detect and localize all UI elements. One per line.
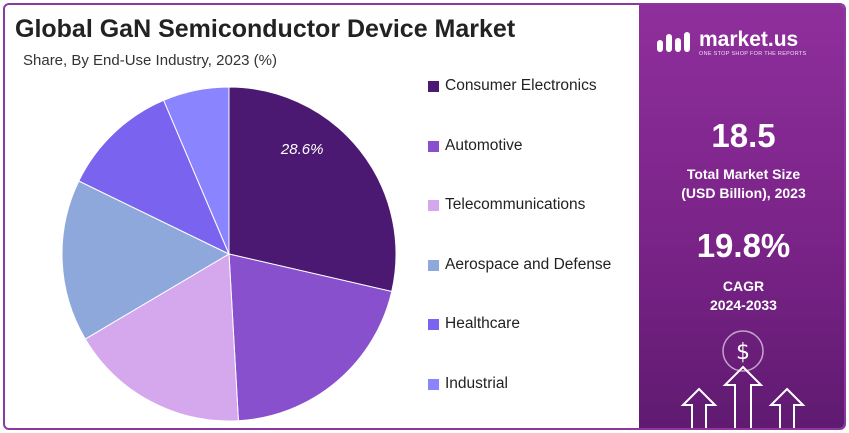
brand-name: market.us (699, 29, 807, 51)
legend-label: Automotive (445, 137, 523, 155)
market-size-label-line-2: (USD Billion), 2023 (639, 184, 846, 203)
legend-label: Industrial (445, 375, 508, 393)
legend-item: Consumer Electronics (428, 77, 643, 137)
brand-logo-block: market.us ONE STOP SHOP FOR THE REPORTS (655, 29, 807, 57)
infographic-frame: Global GaN Semiconductor Device Market S… (3, 3, 846, 430)
legend-label: Consumer Electronics (445, 77, 597, 95)
legend-item: Healthcare (428, 315, 643, 375)
pie-data-label: 28.6% (280, 141, 324, 158)
legend-swatch (428, 81, 439, 92)
legend-swatch (428, 379, 439, 390)
legend-swatch (428, 200, 439, 211)
legend-item: Telecommunications (428, 196, 643, 256)
market-summary-panel: market.us ONE STOP SHOP FOR THE REPORTS … (639, 5, 846, 430)
cagr-label-line-2: 2024-2033 (639, 296, 846, 315)
legend-label: Aerospace and Defense (445, 256, 611, 274)
legend-swatch (428, 260, 439, 271)
legend-swatch (428, 141, 439, 152)
cagr-label: CAGR 2024-2033 (639, 277, 846, 315)
growth-arrows-icon: $ (639, 325, 846, 430)
legend-item: Aerospace and Defense (428, 256, 643, 316)
market-size-label-line-1: Total Market Size (639, 165, 846, 184)
pie-chart: 28.6% (5, 5, 425, 430)
market-size-label: Total Market Size (USD Billion), 2023 (639, 165, 846, 203)
legend-label: Telecommunications (445, 196, 585, 214)
legend-swatch (428, 319, 439, 330)
market-us-logo-icon (655, 30, 695, 56)
brand-tagline: ONE STOP SHOP FOR THE REPORTS (699, 51, 807, 57)
chart-legend: Consumer Electronics Automotive Telecommun… (428, 77, 643, 430)
cagr-value: 19.8% (639, 227, 846, 265)
legend-label: Healthcare (445, 315, 520, 333)
cagr-label-line-1: CAGR (639, 277, 846, 296)
dollar-sign: $ (736, 340, 750, 365)
legend-item: Industrial (428, 375, 643, 431)
legend-item: Automotive (428, 137, 643, 197)
market-size-value: 18.5 (639, 117, 846, 155)
